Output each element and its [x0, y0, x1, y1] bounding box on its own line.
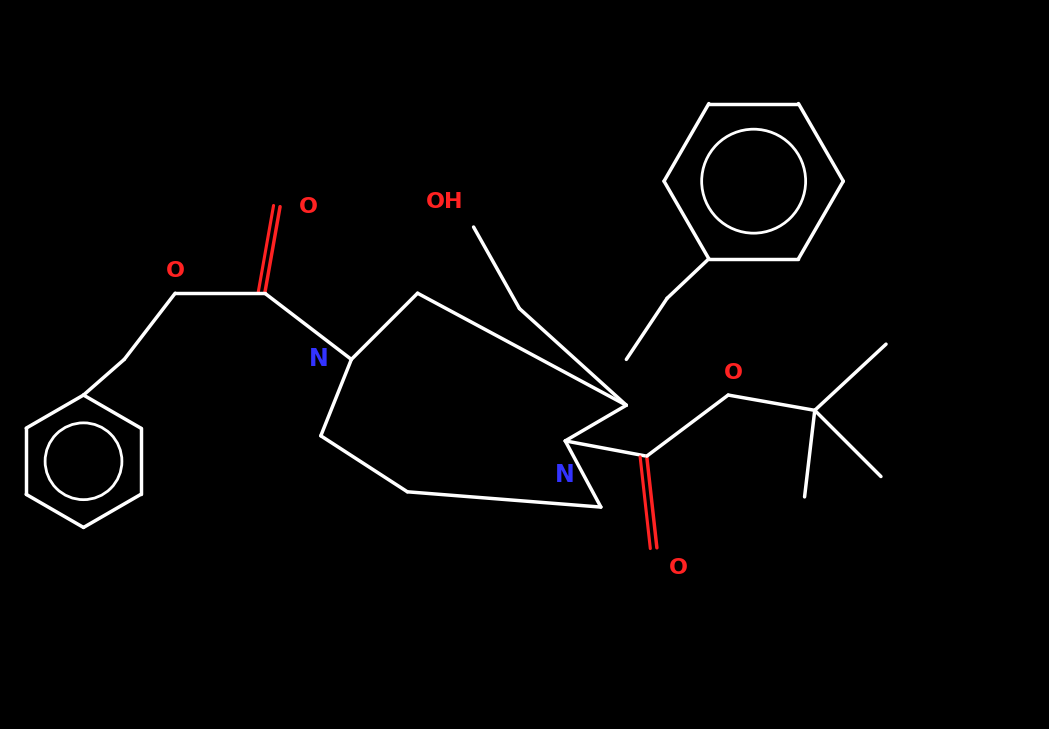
Text: O: O: [298, 197, 318, 217]
Text: O: O: [166, 261, 185, 281]
Text: O: O: [669, 558, 688, 578]
Text: O: O: [724, 362, 743, 383]
Text: N: N: [309, 348, 329, 371]
Text: OH: OH: [426, 192, 464, 211]
Text: N: N: [555, 464, 575, 487]
